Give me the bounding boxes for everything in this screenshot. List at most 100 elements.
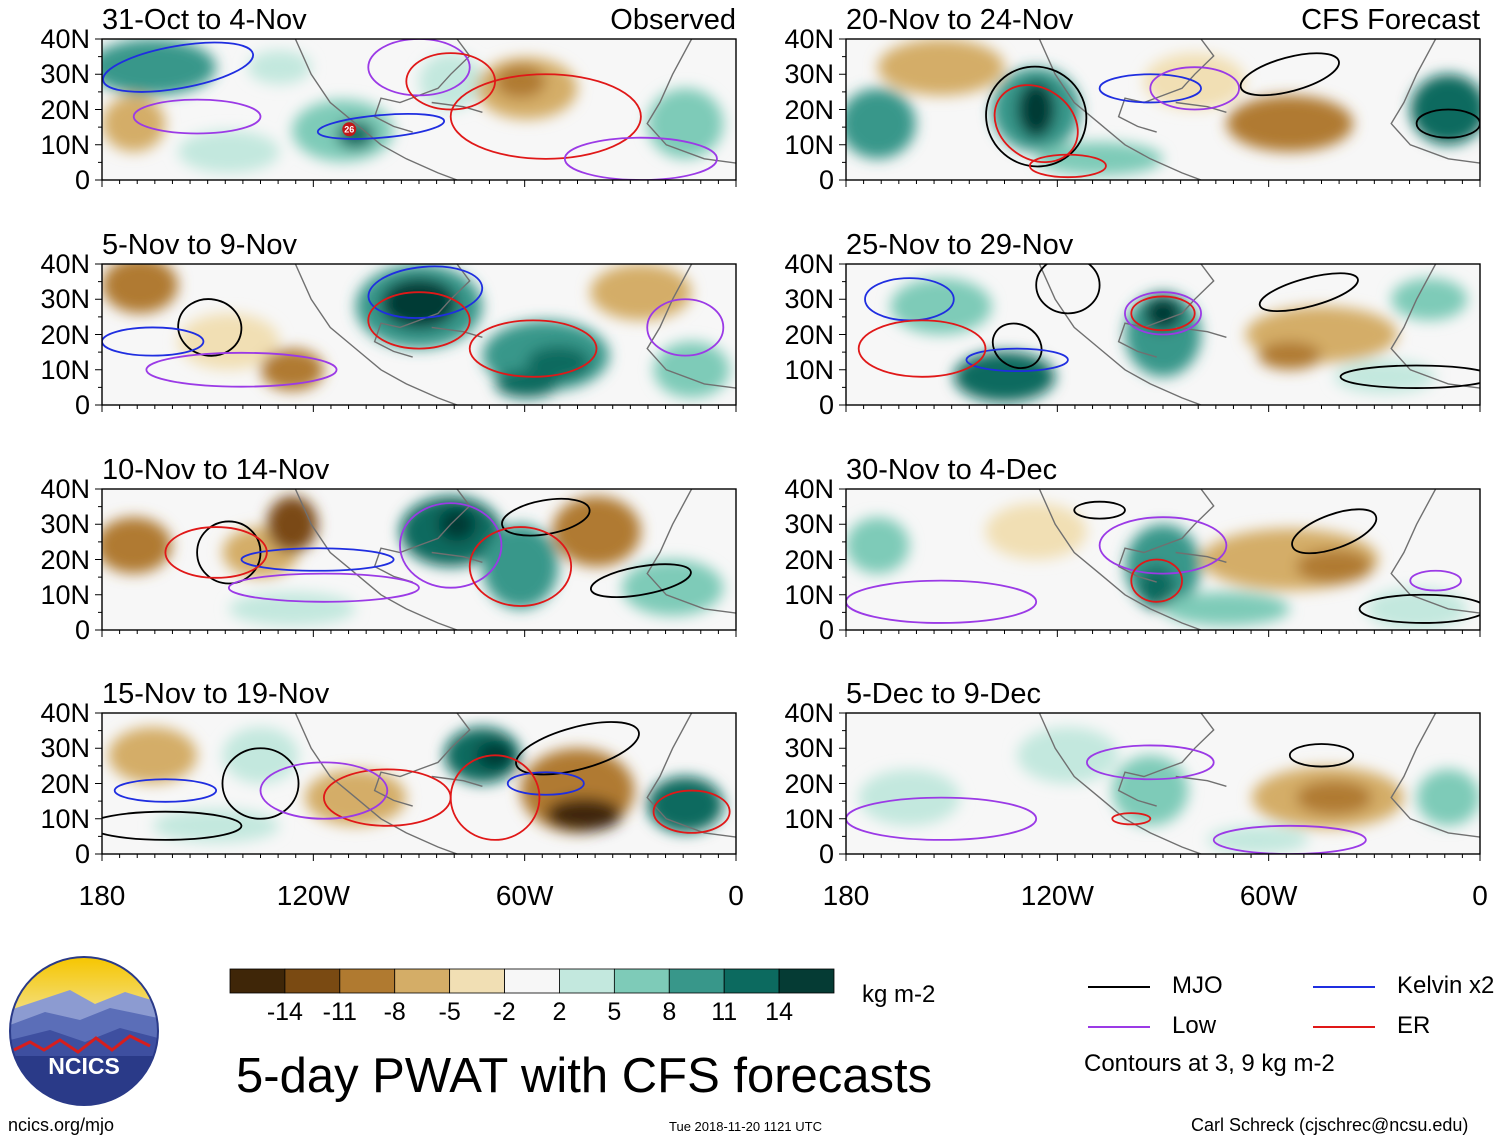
map-panel xyxy=(839,38,1481,187)
contour-low xyxy=(646,298,725,357)
latitude-label: 30N xyxy=(40,509,90,540)
colorbar-tick-label: 14 xyxy=(765,998,793,1026)
colorbar-swatch xyxy=(339,968,396,994)
coastline xyxy=(294,264,458,405)
coastline xyxy=(1390,489,1480,614)
contour-low xyxy=(132,98,262,135)
latitude-label: 10N xyxy=(40,579,90,610)
latitude-label: 0 xyxy=(74,615,90,645)
colorbar-tick-label: -5 xyxy=(438,998,461,1026)
tropical-cyclone-number: 26 xyxy=(344,125,354,135)
contour-kel xyxy=(965,347,1069,373)
latitude-label: 30N xyxy=(784,509,834,540)
map-panel xyxy=(839,263,1481,412)
coastline xyxy=(1117,713,1215,807)
contour-er xyxy=(652,789,731,834)
latitude-label: 30N xyxy=(784,284,834,315)
ncics-logo: NCICS xyxy=(9,956,159,1106)
contour-low xyxy=(1149,66,1240,111)
coastline xyxy=(1390,39,1480,164)
longitude-label: 60W xyxy=(495,880,554,911)
contour-er xyxy=(468,319,598,378)
latitude-label: 30N xyxy=(40,59,90,90)
panel-title: 15-Nov to 19-Nov xyxy=(102,678,330,710)
legend xyxy=(1088,986,1375,1028)
contour-low xyxy=(1098,516,1228,575)
main-title: 5-day PWAT with CFS forecasts xyxy=(236,1049,933,1103)
colorbar-swatch xyxy=(229,968,286,994)
contour-mjo xyxy=(991,322,1043,369)
panel-title: 31-Oct to 4-Nov xyxy=(102,4,307,36)
latitude-label: 40N xyxy=(784,24,834,54)
latitude-label: 0 xyxy=(818,165,834,195)
coastline xyxy=(646,39,736,164)
coastline xyxy=(646,489,736,614)
coastline xyxy=(373,489,471,583)
map-panel xyxy=(839,712,1481,861)
colorbar-tick-label: -11 xyxy=(322,998,357,1026)
latitude-label: 0 xyxy=(74,839,90,869)
coastline xyxy=(1175,101,1227,113)
contour-low xyxy=(563,136,718,180)
coastline xyxy=(1038,264,1202,405)
contour-mjo xyxy=(102,810,243,841)
contour-low xyxy=(1086,744,1215,781)
svg-text:NCICS: NCICS xyxy=(48,1053,120,1079)
map-panel: 26 xyxy=(95,38,737,187)
contour-low xyxy=(846,579,1038,624)
panel-title: 5-Dec to 9-Dec xyxy=(846,678,1042,710)
author-credit: Carl Schreck (cjschrec@ncsu.edu) xyxy=(1191,1115,1469,1135)
latitude-label: 0 xyxy=(74,390,90,420)
longitude-label: 180 xyxy=(822,880,870,911)
contour-low xyxy=(399,502,503,589)
contour-low xyxy=(846,796,1038,841)
contour-kel xyxy=(102,41,254,93)
latitude-label: 20N xyxy=(784,768,834,799)
colorbar-swatch xyxy=(723,968,780,994)
colorbar-swatch xyxy=(668,968,725,994)
contour-mjo xyxy=(1291,508,1378,555)
contour-er xyxy=(1130,558,1183,603)
colorbar-tick-label: 5 xyxy=(607,998,622,1026)
contour-mjo xyxy=(177,298,243,357)
latitude-label: 30N xyxy=(784,733,834,764)
colorbar-swatch xyxy=(559,968,615,994)
contour-low xyxy=(367,39,471,97)
colorbar-swatch xyxy=(394,968,451,994)
contour-mjo xyxy=(1358,593,1480,624)
map-panel xyxy=(95,488,737,637)
longitude-label: 180 xyxy=(78,880,126,911)
longitude-label: 120W xyxy=(276,880,350,911)
latitude-label: 10N xyxy=(40,354,90,385)
longitude-label: 0 xyxy=(1472,880,1488,911)
source-url: ncics.org/mjo xyxy=(8,1115,115,1135)
longitude-label: 0 xyxy=(728,880,744,911)
coastline xyxy=(1390,264,1480,389)
coastline xyxy=(1117,489,1215,583)
latitude-label: 40N xyxy=(40,474,90,504)
latitude-label: 10N xyxy=(784,579,834,610)
latitude-label: 40N xyxy=(40,698,90,728)
coastline xyxy=(1038,39,1202,180)
tropical-cyclone-marker xyxy=(342,122,357,137)
contour-mjo xyxy=(589,563,692,598)
map-panel xyxy=(95,263,737,412)
legend-label: ER xyxy=(1397,1012,1431,1039)
contour-er xyxy=(367,291,471,350)
contour-note: Contours at 3, 9 kg m-2 xyxy=(1084,1050,1335,1077)
contour-kel xyxy=(113,778,218,803)
latitude-label: 20N xyxy=(40,319,90,350)
colorbar-tick-label: 11 xyxy=(711,998,738,1026)
contour-mjo xyxy=(1415,108,1480,139)
colorbar-swatch xyxy=(778,968,835,994)
panel-title: 10-Nov to 14-Nov xyxy=(102,454,330,486)
contour-er xyxy=(449,73,642,160)
coastline xyxy=(373,264,471,358)
latitude-label: 10N xyxy=(784,129,834,160)
longitude-label: 120W xyxy=(1020,880,1094,911)
contour-er xyxy=(993,84,1079,163)
coastline xyxy=(1175,551,1227,563)
coastline xyxy=(1390,713,1480,838)
coastline xyxy=(431,101,483,113)
contour-mjo xyxy=(1288,743,1355,768)
